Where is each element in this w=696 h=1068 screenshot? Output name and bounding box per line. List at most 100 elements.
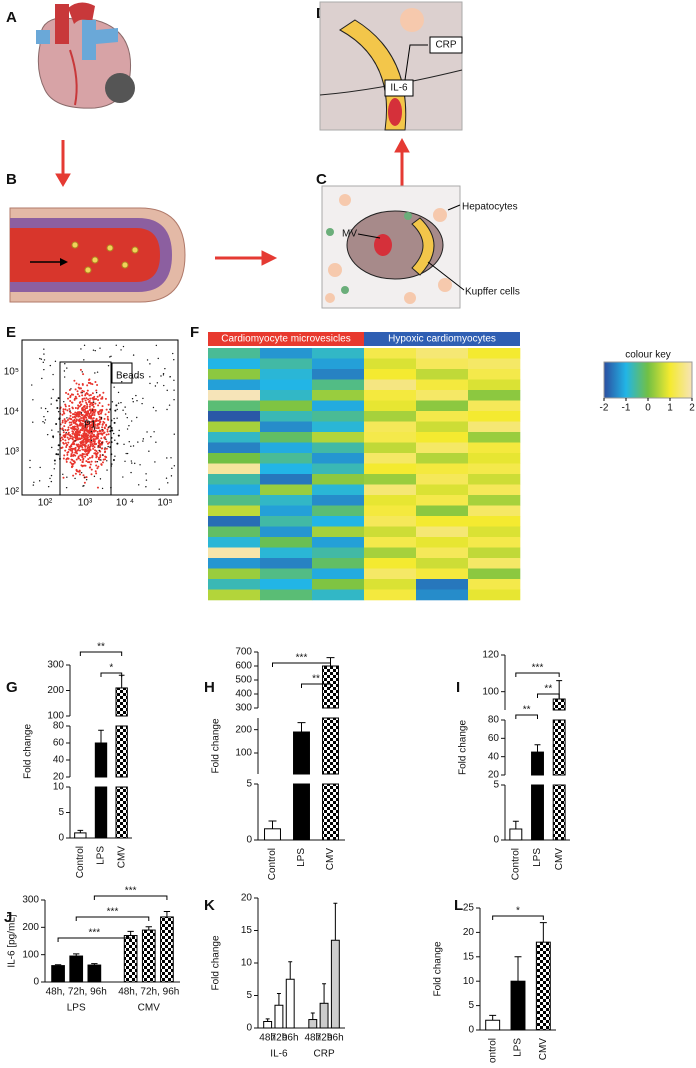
heat-cell [416, 474, 469, 485]
heat-cell [364, 484, 417, 496]
event-dot [78, 473, 81, 476]
event-dot [47, 485, 50, 488]
event-dot [81, 434, 84, 437]
event-dot [89, 403, 92, 406]
event-dot [71, 451, 74, 454]
event-dot [157, 357, 159, 360]
gate [59, 361, 112, 496]
event-dot [96, 424, 99, 427]
heat-cell [260, 547, 313, 559]
event-dot [114, 409, 117, 412]
event-dot [118, 429, 120, 432]
event-dot [105, 440, 108, 443]
heat-cell [208, 558, 261, 569]
event-dot [72, 431, 75, 434]
heat-cell [312, 348, 365, 359]
heat-cell [312, 369, 365, 380]
event-dot [92, 424, 95, 427]
event-dot [91, 427, 94, 430]
y-tick-label: 0 [58, 833, 64, 844]
event-dot [62, 457, 65, 460]
event-dot [73, 397, 76, 400]
event-dot [43, 415, 45, 418]
event-dot [66, 409, 69, 412]
y-tick-label: 60 [488, 733, 500, 744]
x-tick-label: 10⁵ [157, 498, 172, 509]
x-tick-label: 48h [259, 1033, 276, 1044]
event-dot [68, 445, 71, 448]
event-dot [84, 464, 87, 467]
event-dot [91, 445, 94, 448]
event-dot [106, 428, 109, 431]
heat-cell [468, 358, 521, 370]
event-dot [82, 425, 85, 428]
event-dot [173, 399, 175, 401]
event-dot [91, 383, 94, 386]
event-dot [89, 421, 92, 424]
event-dot [80, 437, 83, 440]
error-bar [118, 674, 125, 688]
y-tick-label: 10² [5, 487, 20, 498]
event-dot [154, 461, 156, 463]
heat-cell [312, 358, 365, 370]
event-dot [103, 431, 106, 434]
event-dot [103, 448, 106, 451]
event-dot [81, 371, 83, 373]
heat-cell [312, 547, 365, 559]
event-dot [78, 415, 81, 418]
event-dot [109, 356, 111, 358]
x-tick-label: Control [487, 1038, 498, 1063]
bar [264, 828, 281, 841]
event-dot [91, 455, 94, 458]
event-dot [32, 399, 34, 401]
event-dot [53, 468, 55, 470]
heat-cell [208, 453, 261, 464]
y-tick-label: 25 [463, 903, 475, 914]
heat-cell [260, 411, 313, 422]
heat-cell [312, 568, 365, 580]
heat-cell [208, 442, 261, 454]
event-dot [107, 418, 110, 421]
heat-cell [468, 505, 521, 517]
event-dot [62, 410, 65, 413]
event-dot [64, 405, 67, 408]
event-dot [110, 355, 112, 357]
event-dot [85, 449, 88, 452]
event-dot [101, 428, 103, 431]
x-tick-label: 96h [282, 1033, 299, 1044]
y-tick-label: 20 [488, 770, 500, 781]
error-bar [163, 910, 171, 917]
error-bar [489, 1014, 497, 1021]
event-dot [74, 449, 77, 452]
event-dot [73, 460, 76, 463]
error-bar [297, 722, 306, 732]
event-dot [86, 410, 89, 413]
heat-cell [260, 568, 313, 580]
x-tick-label: 72h [271, 1033, 288, 1044]
event-dot [107, 426, 110, 428]
event-dot [83, 418, 86, 421]
y-axis-label: Fold change [211, 718, 222, 773]
event-dot [104, 397, 107, 400]
heat-cell [416, 358, 469, 370]
heat-cell [468, 411, 521, 422]
heat-cell [208, 589, 261, 601]
event-dot [93, 435, 96, 438]
significance-label: *** [125, 886, 137, 897]
y-tick-label: 100 [47, 711, 64, 722]
heat-cell [468, 526, 521, 538]
event-dot [68, 417, 71, 420]
event-dot [76, 426, 79, 429]
event-dot [78, 449, 81, 452]
event-dot [98, 445, 101, 448]
event-dot [91, 426, 94, 429]
event-dot [43, 359, 46, 361]
event-dot [67, 426, 70, 429]
heat-cell [208, 484, 261, 496]
event-dot [74, 435, 77, 438]
event-dot [113, 386, 115, 388]
event-dot [40, 407, 42, 409]
x-tick-label: 48h [304, 1033, 321, 1044]
bar [74, 832, 87, 839]
